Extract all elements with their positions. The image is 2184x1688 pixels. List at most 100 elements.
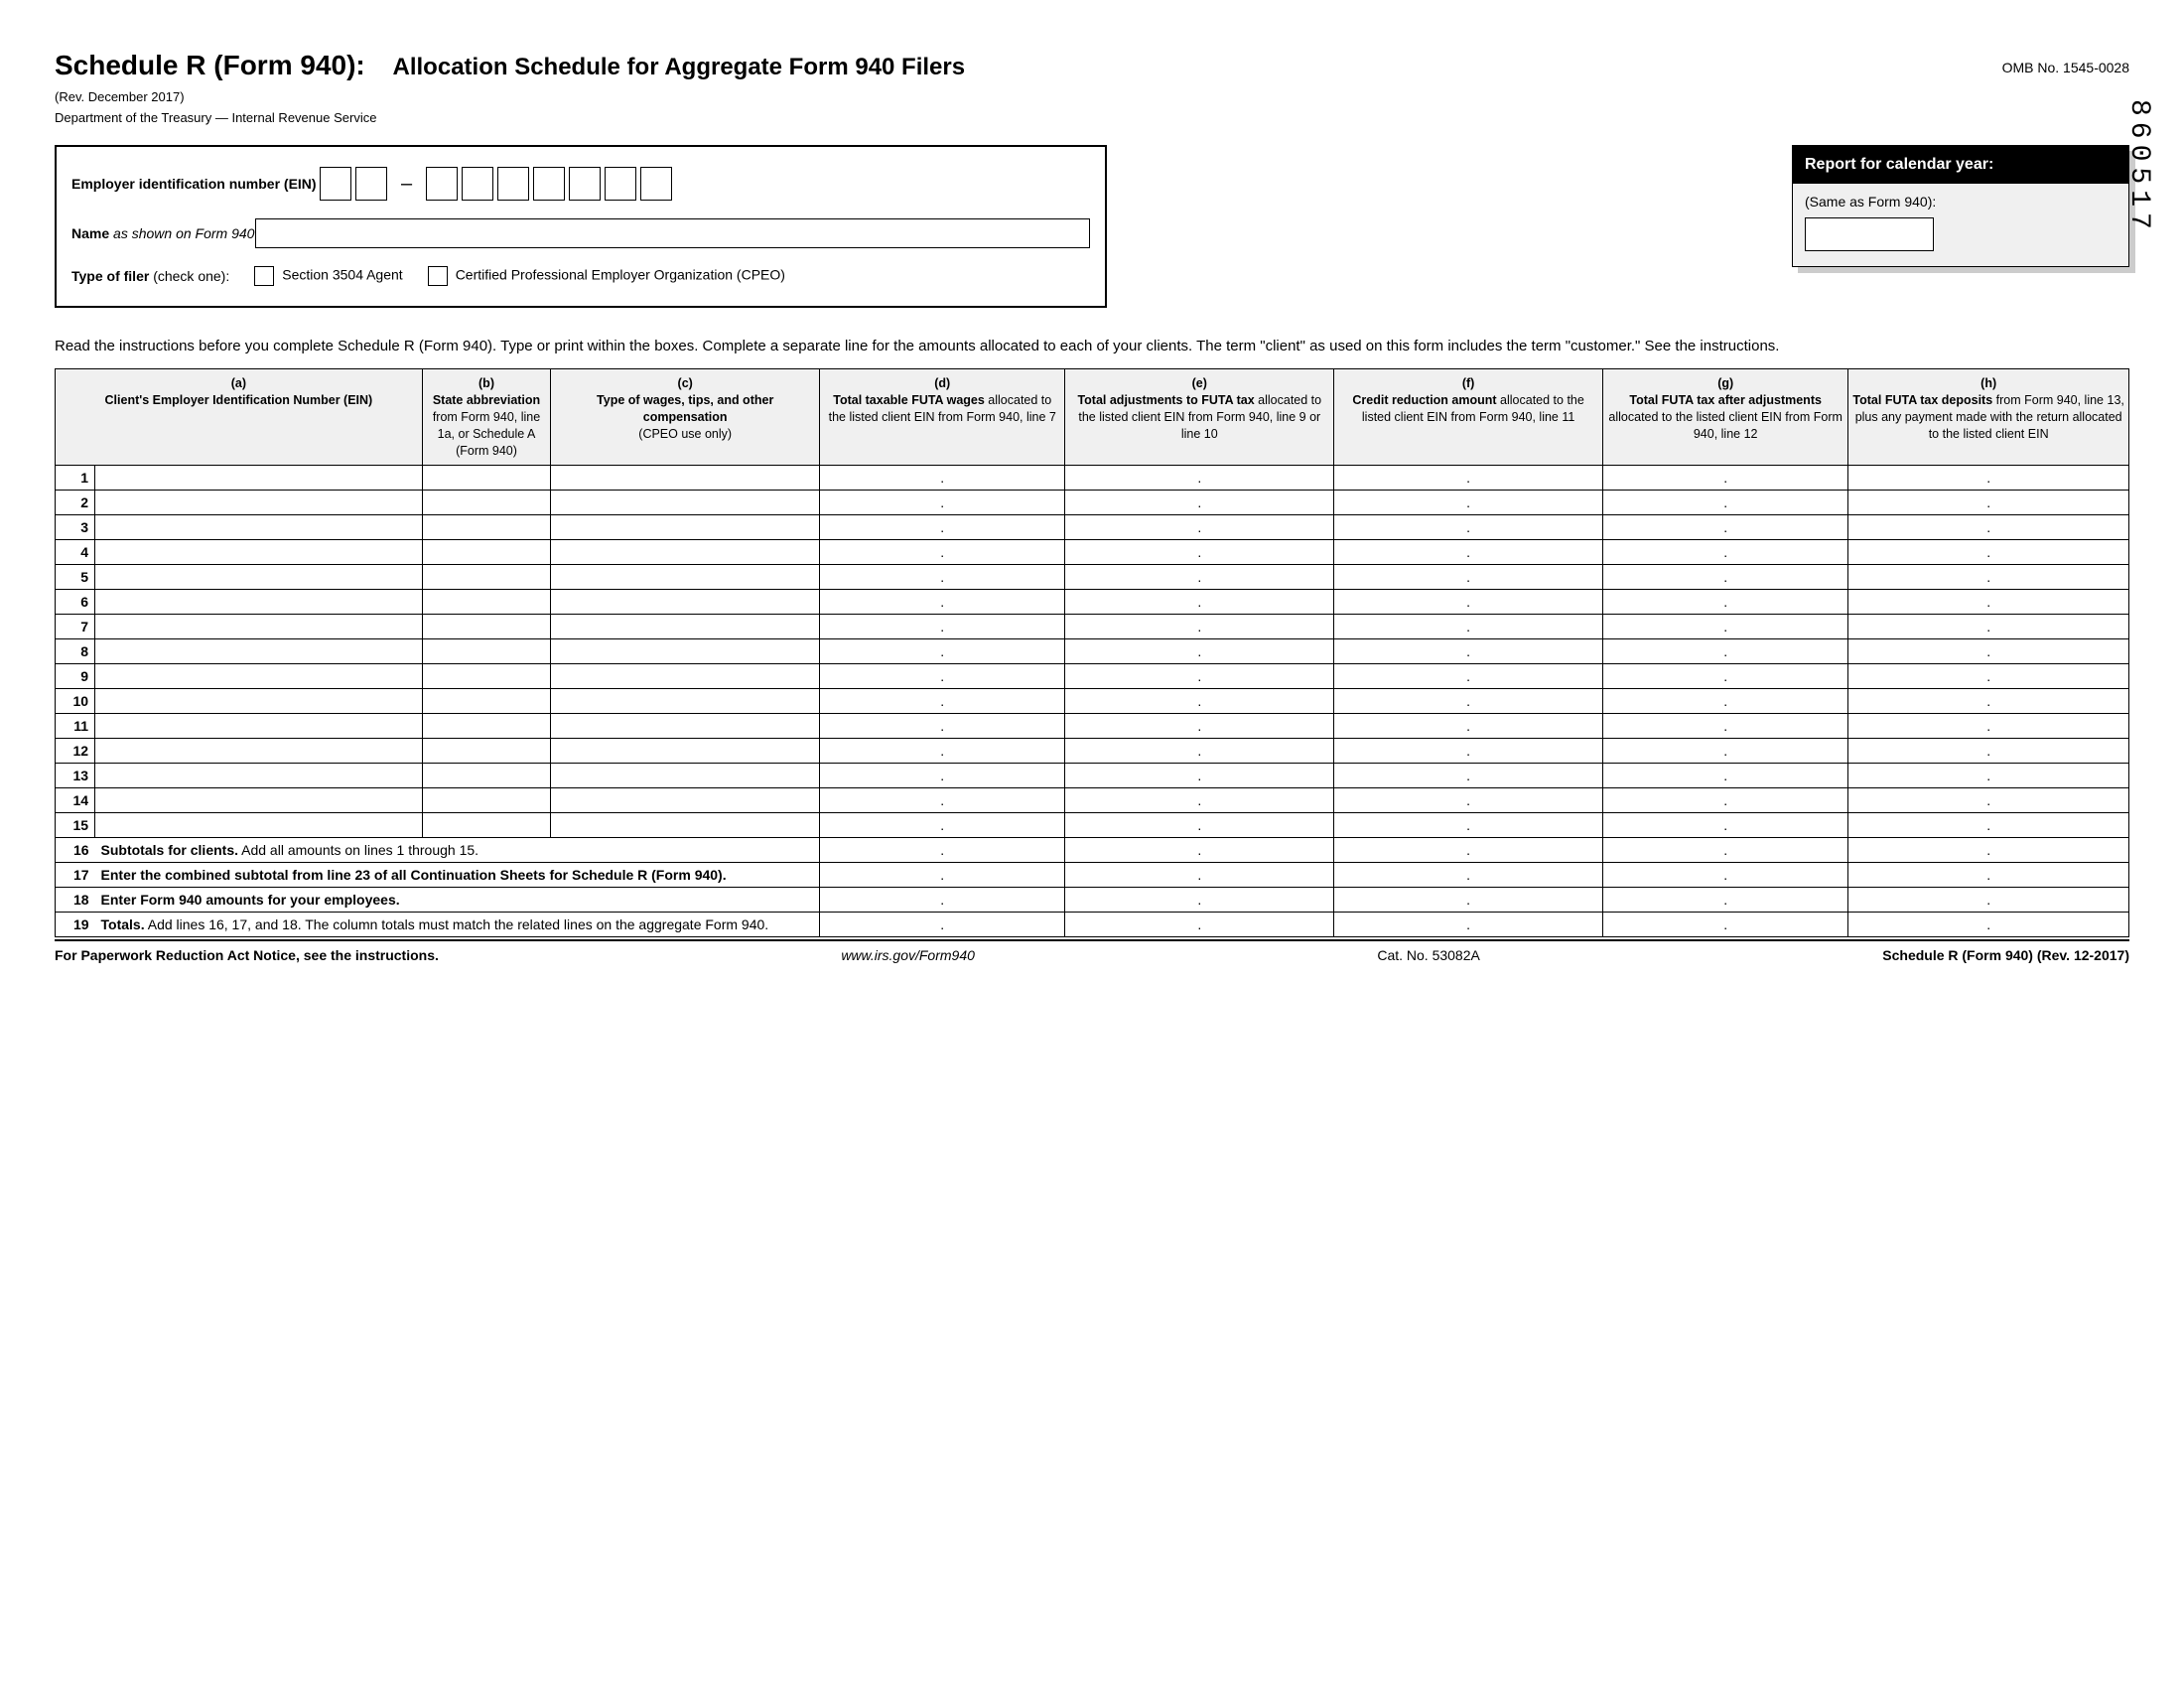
- ein-cell[interactable]: [497, 167, 529, 201]
- cell-b[interactable]: [422, 565, 551, 590]
- ein-cell[interactable]: [569, 167, 601, 201]
- cell-b[interactable]: [422, 714, 551, 739]
- cell-h[interactable]: .: [1848, 540, 2129, 565]
- cell-d[interactable]: .: [820, 739, 1065, 764]
- cell-e[interactable]: .: [1065, 664, 1334, 689]
- cell-f[interactable]: .: [1334, 813, 1603, 838]
- cell-e[interactable]: .: [1065, 565, 1334, 590]
- cell-a[interactable]: [95, 565, 423, 590]
- cell-b[interactable]: [422, 491, 551, 515]
- cell-g[interactable]: .: [1603, 615, 1848, 639]
- cell-d[interactable]: .: [820, 764, 1065, 788]
- cell-c[interactable]: [551, 466, 820, 491]
- cell-f[interactable]: .: [1334, 689, 1603, 714]
- cell-c[interactable]: [551, 615, 820, 639]
- cell-a[interactable]: [95, 590, 423, 615]
- cell-e[interactable]: .: [1065, 714, 1334, 739]
- cell-f[interactable]: .: [1334, 639, 1603, 664]
- cell-c[interactable]: [551, 540, 820, 565]
- ein-cell[interactable]: [426, 167, 458, 201]
- cell-e[interactable]: .: [1065, 590, 1334, 615]
- cell-g[interactable]: .: [1603, 788, 1848, 813]
- cell-d[interactable]: .: [820, 714, 1065, 739]
- cell-g[interactable]: .: [1603, 491, 1848, 515]
- cell-b[interactable]: [422, 540, 551, 565]
- cell-h[interactable]: .: [1848, 515, 2129, 540]
- cell-h[interactable]: .: [1848, 590, 2129, 615]
- cell-b[interactable]: [422, 664, 551, 689]
- cell-e[interactable]: .: [1065, 689, 1334, 714]
- cell-e[interactable]: .: [1065, 788, 1334, 813]
- cell-h[interactable]: .: [1848, 739, 2129, 764]
- cell-f[interactable]: .: [1334, 788, 1603, 813]
- cell-b[interactable]: [422, 689, 551, 714]
- ein-cell[interactable]: [320, 167, 351, 201]
- cell-b[interactable]: [422, 739, 551, 764]
- name-input[interactable]: [255, 218, 1090, 248]
- cell-c[interactable]: [551, 764, 820, 788]
- cell-d[interactable]: .: [820, 788, 1065, 813]
- ein-cell[interactable]: [355, 167, 387, 201]
- cell-h[interactable]: .: [1848, 813, 2129, 838]
- cell-a[interactable]: [95, 491, 423, 515]
- cell-g[interactable]: .: [1603, 714, 1848, 739]
- cell-a[interactable]: [95, 540, 423, 565]
- cell-f[interactable]: .: [1334, 764, 1603, 788]
- report-year-input[interactable]: [1805, 217, 1934, 251]
- cell-c[interactable]: [551, 813, 820, 838]
- checkbox-cpeo[interactable]: [428, 266, 448, 286]
- cell-g[interactable]: .: [1603, 764, 1848, 788]
- cell-e[interactable]: .: [1065, 813, 1334, 838]
- cell-e[interactable]: .: [1065, 540, 1334, 565]
- cell-c[interactable]: [551, 739, 820, 764]
- cell-h[interactable]: .: [1848, 491, 2129, 515]
- cell-g[interactable]: .: [1603, 590, 1848, 615]
- cell-d[interactable]: .: [820, 466, 1065, 491]
- checkbox-agent[interactable]: [254, 266, 274, 286]
- cell-h[interactable]: .: [1848, 615, 2129, 639]
- cell-d[interactable]: .: [820, 664, 1065, 689]
- cell-d[interactable]: .: [820, 615, 1065, 639]
- cell-e[interactable]: .: [1065, 515, 1334, 540]
- cell-f[interactable]: .: [1334, 590, 1603, 615]
- cell-c[interactable]: [551, 491, 820, 515]
- cell-f[interactable]: .: [1334, 565, 1603, 590]
- cell-b[interactable]: [422, 788, 551, 813]
- cell-d[interactable]: .: [820, 813, 1065, 838]
- cell-f[interactable]: .: [1334, 664, 1603, 689]
- cell-e[interactable]: .: [1065, 739, 1334, 764]
- ein-cell[interactable]: [533, 167, 565, 201]
- cell-d[interactable]: .: [820, 590, 1065, 615]
- cell-h[interactable]: .: [1848, 664, 2129, 689]
- filer-option-agent[interactable]: Section 3504 Agent: [254, 266, 402, 286]
- cell-h[interactable]: .: [1848, 639, 2129, 664]
- cell-g[interactable]: .: [1603, 689, 1848, 714]
- cell-a[interactable]: [95, 515, 423, 540]
- cell-h[interactable]: .: [1848, 714, 2129, 739]
- cell-a[interactable]: [95, 788, 423, 813]
- cell-a[interactable]: [95, 615, 423, 639]
- cell-d[interactable]: .: [820, 565, 1065, 590]
- cell-c[interactable]: [551, 788, 820, 813]
- cell-b[interactable]: [422, 764, 551, 788]
- cell-g[interactable]: .: [1603, 664, 1848, 689]
- cell-d[interactable]: .: [820, 491, 1065, 515]
- filer-option-cpeo[interactable]: Certified Professional Employer Organiza…: [428, 266, 785, 286]
- cell-g[interactable]: .: [1603, 565, 1848, 590]
- cell-g[interactable]: .: [1603, 813, 1848, 838]
- cell-f[interactable]: .: [1334, 491, 1603, 515]
- cell-a[interactable]: [95, 466, 423, 491]
- cell-f[interactable]: .: [1334, 466, 1603, 491]
- cell-a[interactable]: [95, 764, 423, 788]
- cell-b[interactable]: [422, 466, 551, 491]
- cell-h[interactable]: .: [1848, 466, 2129, 491]
- cell-c[interactable]: [551, 689, 820, 714]
- cell-f[interactable]: .: [1334, 714, 1603, 739]
- ein-cell[interactable]: [605, 167, 636, 201]
- cell-g[interactable]: .: [1603, 739, 1848, 764]
- cell-e[interactable]: .: [1065, 466, 1334, 491]
- cell-f[interactable]: .: [1334, 615, 1603, 639]
- cell-a[interactable]: [95, 639, 423, 664]
- cell-b[interactable]: [422, 615, 551, 639]
- cell-a[interactable]: [95, 813, 423, 838]
